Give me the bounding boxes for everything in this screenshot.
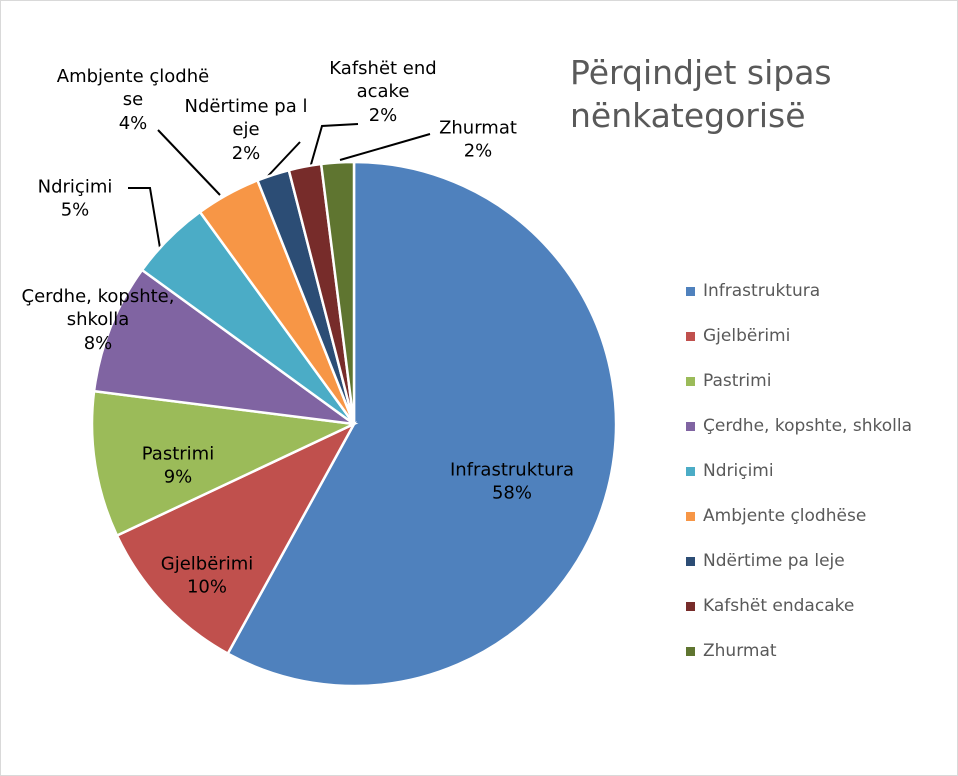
chart-title: Përqindjet sipas nënkategorisë bbox=[570, 53, 832, 135]
legend-swatch bbox=[686, 331, 695, 341]
slice bbox=[90, 389, 359, 538]
data-label-value: 2% bbox=[463, 141, 493, 162]
data-label-value: 58% bbox=[491, 483, 532, 504]
data-label-value: 8% bbox=[83, 332, 113, 354]
data-label: Ndërtime pa leje 2% bbox=[181, 95, 311, 165]
data-label-value: 2% bbox=[368, 104, 398, 126]
legend-swatch bbox=[686, 556, 695, 566]
legend-label: Zhurmat bbox=[703, 641, 777, 661]
legend-label: Ambjente çlodhëse bbox=[703, 506, 867, 526]
data-label-category: Ambjente çlodhëse bbox=[56, 65, 210, 111]
legend-item: Ndriçimi bbox=[686, 461, 774, 481]
data-label-value: 2% bbox=[231, 142, 261, 164]
leader-line bbox=[267, 141, 301, 177]
legend-swatch bbox=[686, 421, 695, 431]
legend-label: Ndërtime pa leje bbox=[703, 551, 845, 571]
leader-line bbox=[339, 133, 431, 161]
data-label: Zhurmat 2% bbox=[423, 117, 533, 164]
legend-label: Kafshët endacake bbox=[703, 596, 855, 616]
legend-item: Kafshët endacake bbox=[686, 596, 854, 616]
data-label-category: Kafshët endacake bbox=[329, 57, 437, 103]
data-label: Kafshët endacake 2% bbox=[328, 57, 438, 127]
legend-swatch bbox=[686, 286, 695, 296]
data-label-value: 9% bbox=[163, 467, 193, 488]
data-label-category: Ndriçimi bbox=[37, 176, 113, 198]
legend-item: Ambjente çlodhëse bbox=[686, 506, 866, 526]
legend-label: Pastrimi bbox=[703, 371, 772, 391]
slices bbox=[90, 160, 618, 688]
legend-swatch bbox=[686, 601, 695, 611]
data-label-category: Zhurmat bbox=[439, 117, 517, 139]
slice bbox=[319, 160, 356, 425]
legend-item: Infrastruktura bbox=[686, 281, 820, 301]
data-label-category: Infrastruktura bbox=[449, 459, 575, 481]
data-label: Pastrimi 9% bbox=[118, 443, 238, 490]
legend-item: Çerdhe, kopshte, shkolla bbox=[686, 416, 912, 436]
legend-item: Ndërtime pa leje bbox=[686, 551, 845, 571]
legend-label: Ndriçimi bbox=[703, 461, 774, 481]
legend-swatch bbox=[686, 511, 695, 521]
data-label-category: Ndërtime pa leje bbox=[184, 95, 308, 141]
data-label-value: 5% bbox=[60, 200, 90, 221]
data-label: Gjelbërimi 10% bbox=[137, 553, 277, 600]
slice bbox=[92, 268, 355, 426]
leader-line bbox=[309, 123, 359, 169]
legend-item: Pastrimi bbox=[686, 371, 771, 391]
legend-item: Gjelbërimi bbox=[686, 326, 790, 346]
data-label: Çerdhe, kopshte, shkolla 8% bbox=[16, 285, 181, 355]
legend-swatch bbox=[686, 646, 695, 656]
leader-line bbox=[157, 129, 221, 196]
legend-label: Infrastruktura bbox=[703, 281, 821, 301]
data-label: Ndriçimi 5% bbox=[15, 176, 135, 223]
data-label: Infrastruktura 58% bbox=[412, 459, 612, 506]
leader-lines bbox=[128, 123, 431, 249]
slice bbox=[226, 160, 618, 688]
data-label: Ambjente çlodhëse 4% bbox=[54, 65, 212, 135]
data-label-category: Pastrimi bbox=[141, 443, 215, 465]
legend-swatch bbox=[686, 376, 695, 386]
legend-label: Çerdhe, kopshte, shkolla bbox=[703, 416, 912, 436]
data-label-value: 10% bbox=[186, 577, 227, 598]
data-label-category: Gjelbërimi bbox=[160, 553, 254, 575]
legend-item: Zhurmat bbox=[686, 641, 777, 661]
slice bbox=[115, 421, 357, 656]
data-label-value: 4% bbox=[118, 112, 148, 134]
legend-swatch bbox=[686, 466, 695, 476]
leader-line bbox=[128, 187, 161, 249]
data-label-category: Çerdhe, kopshte, shkolla bbox=[21, 285, 175, 331]
legend-label: Gjelbërimi bbox=[703, 326, 791, 346]
